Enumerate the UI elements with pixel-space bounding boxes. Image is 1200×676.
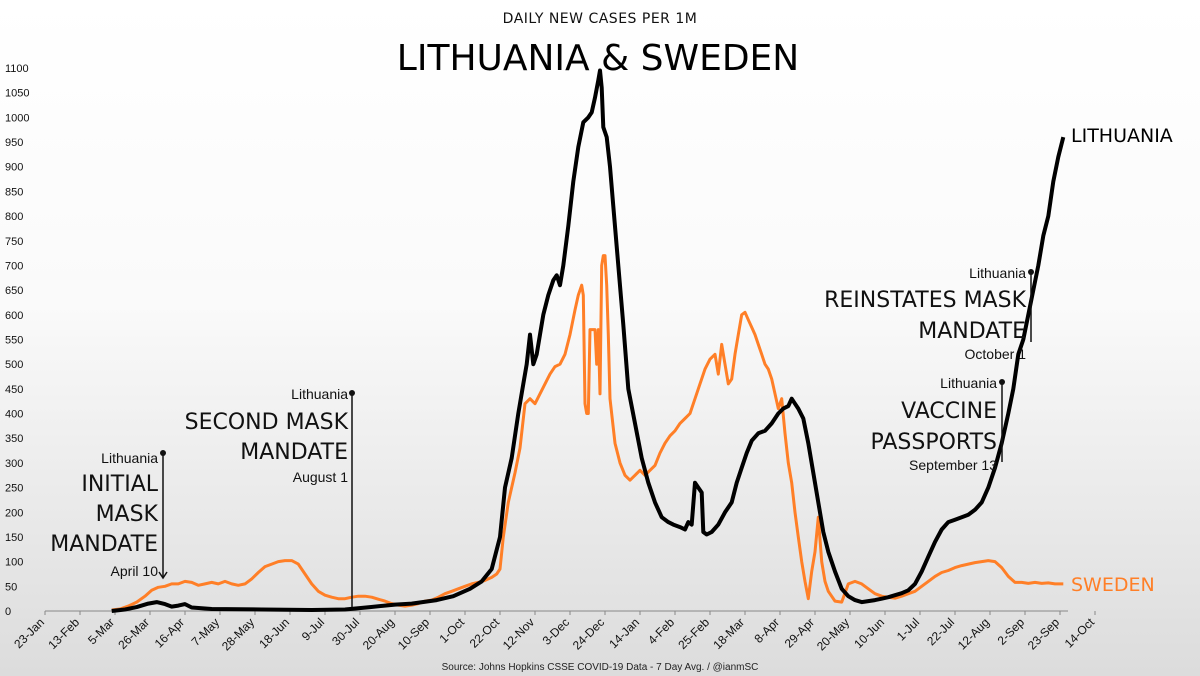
annotation-event: VACCINE (901, 399, 997, 424)
y-tick-label: 400 (5, 409, 23, 421)
x-tick-label: 4-Feb (645, 615, 677, 647)
y-tick-label: 250 (5, 483, 23, 495)
x-tick-label: 10-Sep (395, 615, 432, 652)
y-tick-label: 500 (5, 359, 23, 371)
y-tick-label: 1000 (5, 112, 29, 124)
chart-subtitle: DAILY NEW CASES PER 1M (503, 11, 698, 27)
annotation-country: Lithuania (969, 265, 1026, 281)
annotation-dot (160, 450, 166, 456)
series-lines (111, 68, 1066, 613)
y-tick-label: 750 (5, 236, 23, 248)
x-tick-label: 16-Apr (152, 615, 187, 650)
x-tick-label: 12-Aug (955, 615, 992, 652)
y-tick-label: 850 (5, 186, 23, 198)
annotation-date: October 1 (965, 346, 1027, 362)
y-tick-label: 350 (5, 433, 23, 445)
x-tick-label: 5-Mar (85, 615, 117, 647)
x-tick-label: 9-Jul (299, 615, 327, 643)
annotation-date: April 10 (111, 563, 159, 579)
annotation: Lithuania VACCINE PASSPORTS September 13 (870, 375, 1005, 473)
y-axis: 0 50 100 150 200 250 300 350 400 450 500 550 600 650 7… (5, 63, 1068, 618)
annotation-date: September 13 (909, 457, 997, 473)
x-tick-label: 25-Feb (675, 615, 712, 652)
series-label-sweden: SWEDEN (1071, 574, 1155, 596)
y-tick-label: 300 (5, 458, 23, 470)
y-tick-label: 700 (5, 260, 23, 272)
x-tick-label: 10-Jun (851, 615, 887, 651)
x-tick-label: 26-Mar (115, 615, 152, 652)
annotation: Lithuania SECOND MASK MANDATE August 1 (185, 386, 355, 607)
annotation: Lithuania INITIAL MASK MANDATE April 10 (50, 450, 168, 580)
x-tick-label: 18-Mar (710, 615, 747, 652)
x-tick-label: 23-Jan (11, 615, 47, 651)
x-tick-label: 14-Oct (1062, 615, 1098, 651)
y-tick-label: 600 (5, 310, 23, 322)
x-tick-label: 7-May (189, 615, 222, 648)
annotation-arrowhead (158, 571, 168, 580)
annotation-event: MANDATE (50, 532, 158, 557)
series-label-lithuania: LITHUANIA (1071, 125, 1173, 147)
y-tick-label: 450 (5, 384, 23, 396)
x-tick-label: 1-Oct (436, 615, 467, 646)
x-tick-label: 24-Dec (570, 615, 607, 652)
y-tick-label: 150 (5, 532, 23, 544)
x-tick-label: 30-Jul (329, 615, 362, 648)
y-tick-label: 1100 (5, 63, 29, 75)
y-tick-label: 650 (5, 285, 23, 297)
annotation: Lithuania REINSTATES MASK MANDATE October 1 (824, 265, 1034, 362)
annotation-event: MASK (96, 502, 159, 527)
series-line-sweden (111, 254, 1064, 612)
annotation-country: Lithuania (101, 450, 158, 466)
y-tick-label: 0 (5, 606, 11, 618)
annotation-event: SECOND MASK (185, 410, 349, 435)
x-tick-label: 13-Feb (45, 615, 82, 652)
annotation-country: Lithuania (291, 386, 348, 402)
x-tick-label: 1-Jul (894, 615, 922, 643)
x-tick-label: 18-Jun (256, 615, 292, 651)
x-tick-label: 28-May (219, 615, 257, 653)
series-line-lithuania (111, 68, 1066, 613)
y-tick-label: 200 (5, 507, 23, 519)
x-tick-label: 3-Dec (540, 615, 573, 648)
annotation-event: MANDATE (240, 440, 348, 465)
annotation-country: Lithuania (940, 375, 997, 391)
x-tick-label: 22-Oct (467, 615, 503, 651)
y-tick-label: 1050 (5, 88, 29, 100)
x-tick-label: 2-Sep (995, 615, 1028, 648)
y-tick-label: 50 (5, 581, 17, 593)
x-tick-label: 22-Jul (924, 615, 957, 648)
annotation-event: REINSTATES MASK (824, 288, 1026, 313)
annotation-date: August 1 (293, 469, 348, 485)
source-credit: Source: Johns Hopkins CSSE COVID-19 Data… (442, 662, 759, 673)
annotation-event: MANDATE (918, 319, 1026, 344)
x-tick-label: 12-Nov (500, 615, 537, 652)
x-tick-label: 23-Sep (1025, 615, 1062, 652)
y-tick-label: 950 (5, 137, 23, 149)
y-tick-label: 550 (5, 335, 23, 347)
y-tick-label: 800 (5, 211, 23, 223)
annotation-dot (349, 390, 355, 396)
x-tick-label: 20-Aug (360, 615, 397, 652)
annotation-dot (999, 379, 1005, 385)
y-tick-label: 900 (5, 162, 23, 174)
x-tick-label: 14-Jan (606, 615, 642, 651)
x-tick-label: 20-May (814, 615, 852, 653)
annotation-dot (1028, 269, 1034, 275)
x-tick-label: 8-Apr (751, 615, 782, 646)
y-tick-label: 100 (5, 557, 23, 569)
x-tick-label: 29-Apr (782, 615, 817, 650)
annotation-event: PASSPORTS (870, 430, 997, 455)
annotation-event: INITIAL (81, 472, 158, 497)
